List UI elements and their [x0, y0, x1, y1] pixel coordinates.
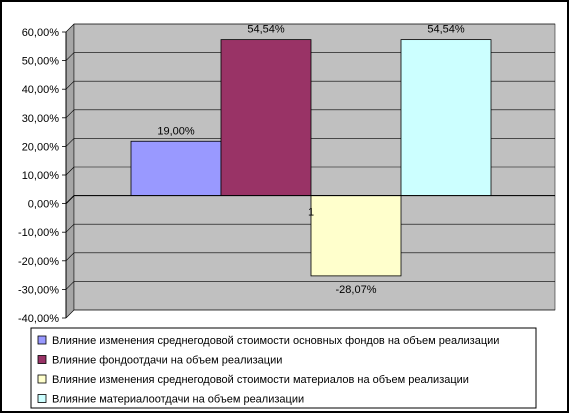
- gridline-side: [65, 23, 75, 33]
- x-axis-line-side: [65, 195, 75, 204]
- y-tick-label: 10,00%: [22, 170, 60, 182]
- gridline-side: [65, 109, 75, 119]
- gridline-side: [65, 80, 75, 90]
- y-tick-label: -10,00%: [18, 227, 59, 239]
- data-label: -28,07%: [336, 284, 377, 296]
- legend-label: Влияние изменения среднегодовой стоимост…: [52, 374, 469, 386]
- bar: [130, 140, 222, 196]
- legend-label: Влияние изменения среднегодовой стоимост…: [52, 335, 499, 347]
- y-tick-label: 60,00%: [22, 27, 60, 39]
- x-tick-label: 1: [308, 207, 314, 219]
- bar: [400, 39, 492, 197]
- y-tick-label: 0,00%: [28, 199, 59, 211]
- data-label: 54,54%: [427, 24, 465, 36]
- bar: [220, 39, 312, 197]
- legend-label: Влияние материалоотдачи на объем реализа…: [52, 394, 304, 406]
- y-tick-label: 20,00%: [22, 141, 60, 153]
- gridline-side: [65, 166, 75, 176]
- data-label: 19,00%: [157, 125, 195, 137]
- gridline-side: [65, 138, 75, 147]
- legend-swatch: [37, 374, 47, 384]
- legend-swatch: [37, 335, 47, 345]
- gridline-side: [65, 52, 75, 61]
- legend: Влияние изменения среднегодовой стоимост…: [30, 327, 537, 409]
- y-tick-label: -20,00%: [18, 256, 59, 268]
- y-tick-label: -30,00%: [18, 284, 59, 296]
- plot-area: 60,00% 50,00% 40,00% 30,00% 20,00% 10,00% 0,00…: [18, 23, 556, 325]
- y-tick-label: 30,00%: [22, 113, 60, 125]
- legend-box: [30, 327, 537, 409]
- y-tick-label: -40,00%: [18, 313, 59, 325]
- bar: [310, 195, 402, 277]
- legend-label: Влияние фондоотдачи на объем реализации: [52, 355, 282, 367]
- legend-swatch: [37, 355, 47, 364]
- data-label: 54,54%: [247, 24, 285, 36]
- legend-swatch: [37, 394, 47, 403]
- gridline-side: [65, 309, 75, 319]
- y-tick-label: 50,00%: [22, 56, 60, 68]
- gridline-side: [65, 281, 75, 290]
- y-tick-label: 40,00%: [22, 84, 60, 96]
- gridline-side: [65, 223, 75, 233]
- gridline-side: [65, 252, 75, 262]
